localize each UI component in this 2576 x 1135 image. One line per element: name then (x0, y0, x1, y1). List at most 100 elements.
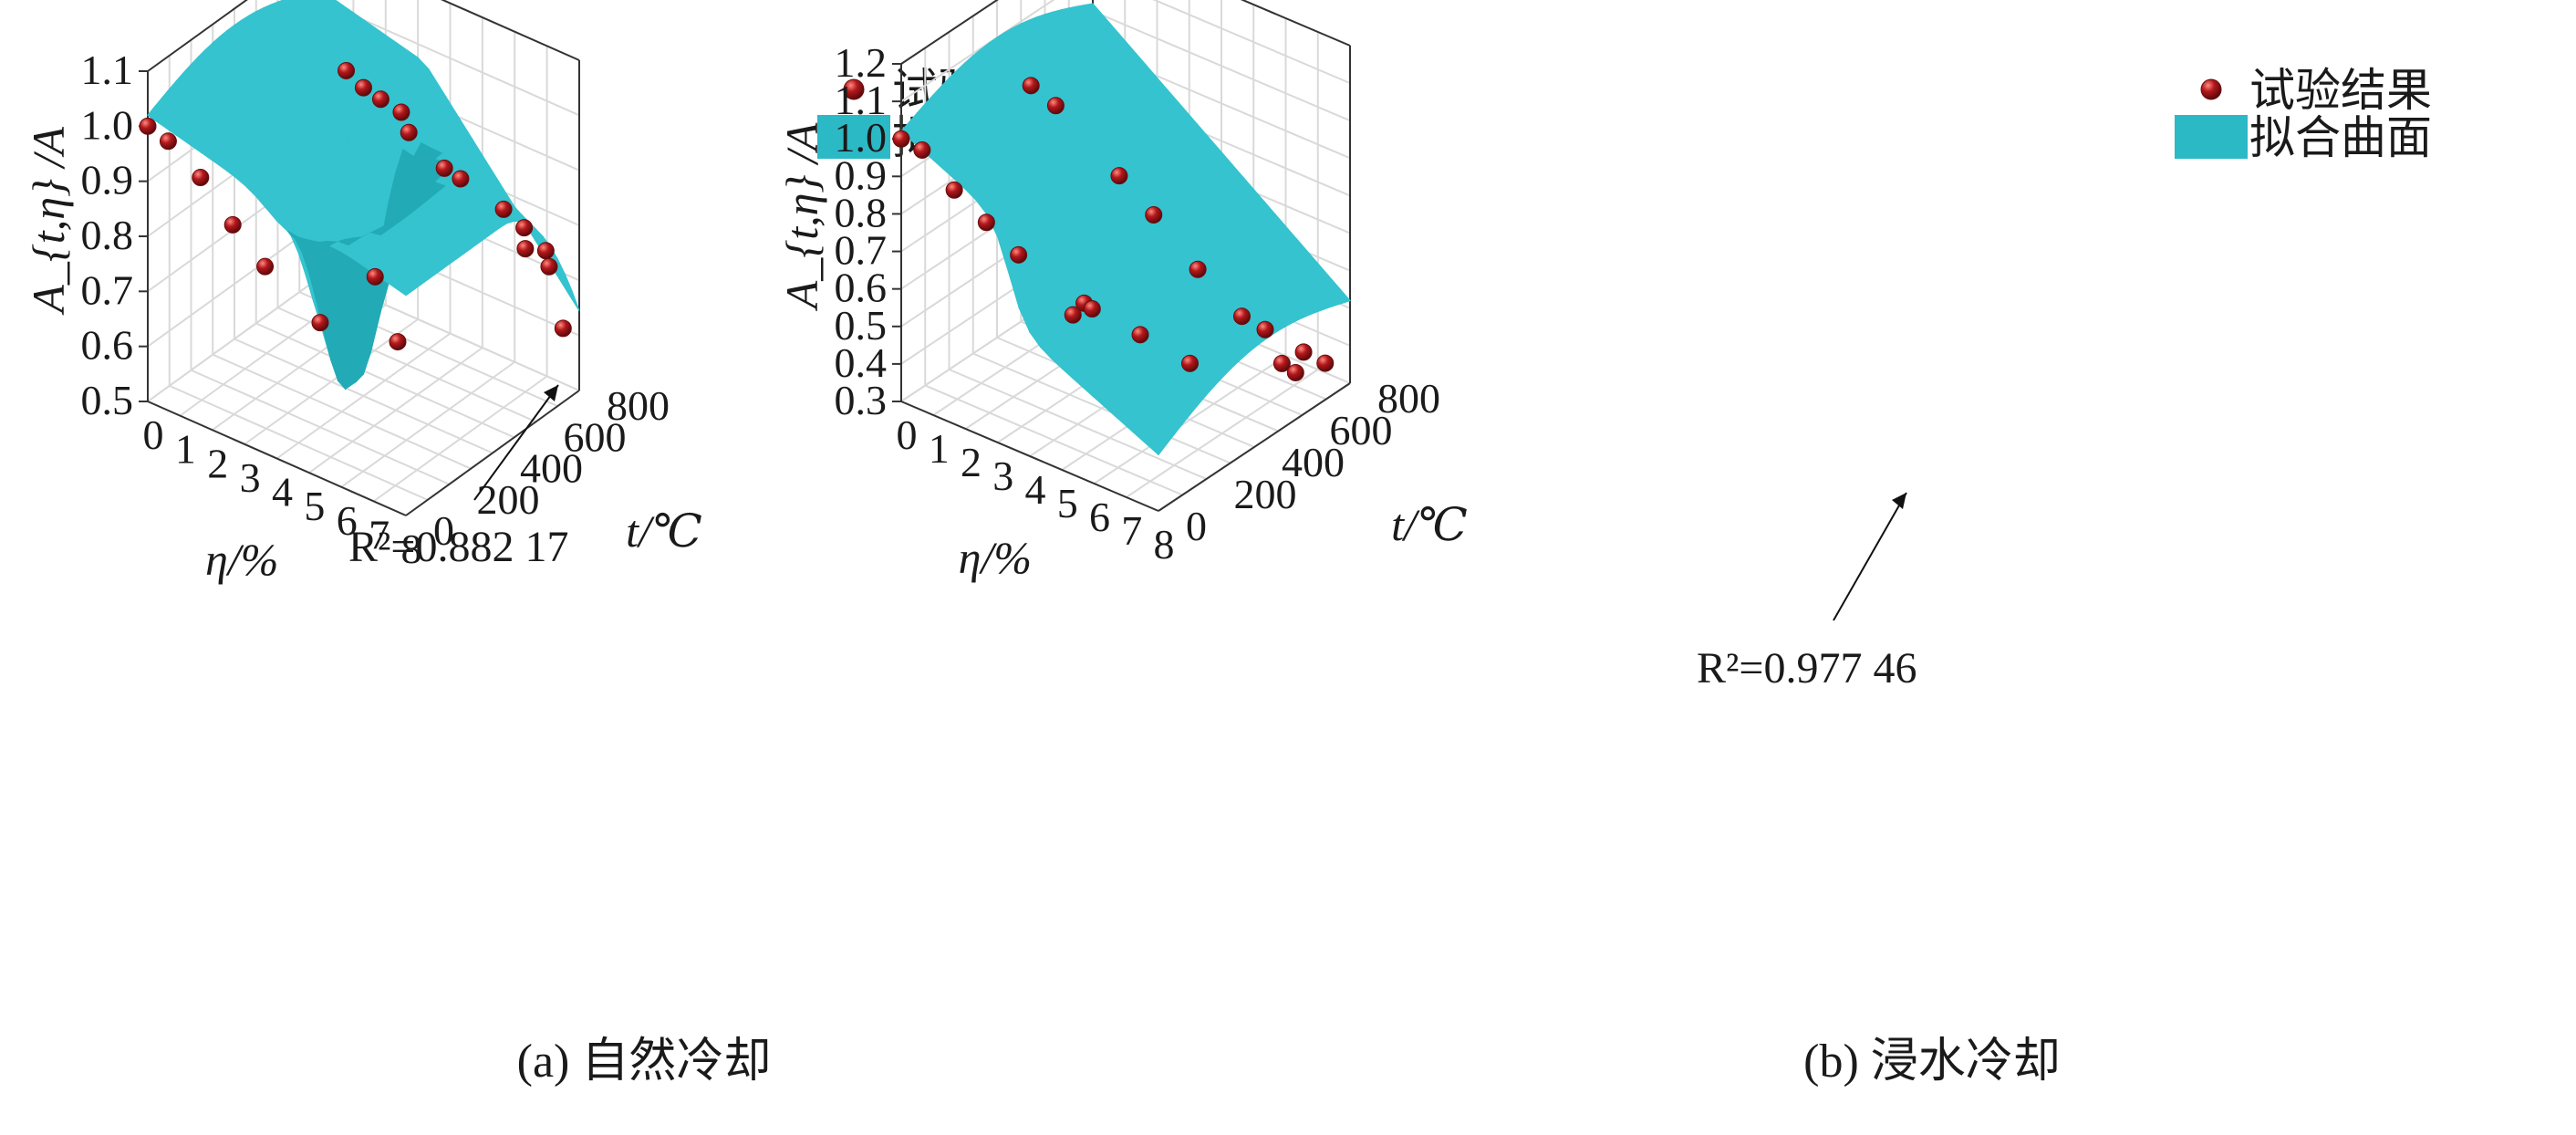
chart-b-data-point (1046, 97, 1065, 115)
chart-b-data-point (892, 130, 910, 148)
chart-b-t-tick-label: 0 (1186, 503, 1207, 549)
chart-b-z-tick-label: 1.1 (835, 77, 888, 123)
chart-b-eta-tick-label: 0 (897, 411, 918, 458)
chart-b-data-point (1256, 320, 1274, 338)
chart-b-data-point (1022, 77, 1040, 95)
chart-a-eta-tick-label: 1 (175, 426, 196, 473)
chart-b-eta-tick-label: 1 (929, 425, 950, 472)
chart-a-eta-tick-label: 0 (143, 411, 164, 458)
chart-a-eta-tick-label: 6 (337, 497, 358, 544)
chart-a-data-point (338, 61, 356, 79)
chart-b-z-tick-label: 0.9 (835, 151, 888, 198)
chart-a-data-point (366, 267, 384, 286)
chart-b-eta-tick-label: 2 (961, 439, 982, 485)
chart-a-data-point (355, 78, 372, 97)
chart-b-y-axis-label: A_{t,η} /A (776, 122, 827, 311)
chart-b-z-tick-label: 0.6 (835, 265, 888, 311)
chart-b-data-point (1083, 300, 1101, 318)
chart-a-legend-surface-swatch (817, 115, 890, 159)
chart-a-annotation-text: R²=0.882 17 (348, 523, 568, 571)
chart-b-legend-points-label: 试验结果 (2249, 64, 2432, 117)
chart-b-data-point (1181, 354, 1199, 372)
chart-b-axis-line (900, 0, 999, 65)
chart-a-z-tick-label: 0.8 (81, 212, 134, 258)
chart-b-legend-point-swatch (2200, 78, 2222, 100)
chart-b-data-point (1145, 206, 1163, 224)
chart-a-data-point (515, 219, 534, 237)
chart-b-annotation-arrowhead (1892, 493, 1906, 509)
chart-b-data-point (1064, 306, 1082, 324)
chart-a-data-point (516, 240, 535, 258)
chart-a-grid-line (308, 347, 483, 474)
chart-b-grid-line (1093, 355, 1287, 484)
chart-b-data-point (1272, 354, 1291, 372)
chart-a-z-tick-label: 0.5 (81, 377, 134, 423)
chart-b-z-tick-label: 0.3 (835, 377, 888, 423)
chart-a-data-point (494, 200, 513, 218)
chart-b-data-point (1131, 326, 1149, 344)
chart-a-data-point (389, 333, 407, 351)
chart-a-data-point (159, 132, 177, 151)
chart-a-eta-tick-label: 5 (304, 483, 325, 529)
chart-b-axis-line (900, 401, 1159, 512)
chart-b-t-tick-label: 600 (1330, 407, 1393, 453)
chart-a-data-point (554, 319, 572, 338)
chart-a-axis-line (441, 0, 580, 61)
chart-a-t-tick-label: 0 (433, 507, 454, 554)
chart-a-z-tick-label: 0.9 (81, 157, 134, 203)
chart-a-axes: 0.50.60.70.80.91.01.10 1 2 3 4 5 6 7 8 0200400600… (23, 0, 702, 585)
chart-b-axis-line (1240, 0, 1351, 47)
chart-b-data-point (1189, 260, 1207, 278)
chart-a-data-point (435, 159, 453, 177)
chart-b-t-tick-label: 400 (1282, 439, 1345, 485)
chart-b-legend-surface-label: 拟合曲面 (2249, 111, 2432, 164)
chart-a-grid-line (244, 318, 419, 445)
chart-b-z-tick-label: 0.8 (835, 189, 888, 235)
chart-b-annotation-text: R²=0.977 46 (1697, 644, 1916, 692)
chart-a-data-point (256, 257, 275, 276)
chart-b-data-point (977, 213, 995, 232)
chart-a-y-axis-label: A_{t,η} /A (23, 127, 74, 316)
chart-a-data-point (311, 314, 329, 332)
chart-b-caption: (b) 浸水冷却 (1803, 1036, 2061, 1088)
chart-a-eta-tick-label: 2 (207, 440, 228, 486)
chart-a-t-tick-label: 400 (520, 445, 583, 492)
chart-a-eta-tick-label: 7 (369, 511, 390, 557)
chart-a-axis-line (147, 401, 407, 516)
chart-b-fit-surface (900, 3, 1352, 456)
chart-b-grid-line (900, 0, 1351, 102)
chart-b-eta-tick-label: 6 (1089, 494, 1110, 540)
chart-a-eta-tick-label: 3 (240, 454, 261, 501)
chart-b-z-tick-label: 1.0 (835, 114, 888, 161)
chart-b-data-point (1294, 343, 1313, 361)
chart-b-x-axis-label: η/% (959, 532, 1032, 583)
chart-a-data-point (139, 117, 157, 135)
chart-a-svg: 0.50.60.70.80.91.01.10 1 2 3 4 5 6 7 8 0200400600… (23, 0, 1075, 585)
chart-a-z-tick-label: 0.6 (81, 322, 134, 369)
chart-a-data-point (223, 215, 242, 234)
chart-b-z-tick-label: 0.5 (835, 302, 888, 349)
chart-a-data-point (536, 242, 555, 260)
chart-b-t-tick-label: 200 (1234, 471, 1297, 517)
chart-b-svg: 0.30.40.50.60.70.80.91.01.11.20 1 2 3 4 5 6 7 8 0… (776, 0, 2432, 692)
chart-b-surface-patch (1147, 433, 1168, 456)
chart-panel-b: 0.3 0.4 0.5 0.6 0.7 0.8 0.9 1.0 1.1 1.2 0 1 2 3 4 5 6 7 8 0… (776, 0, 2576, 1135)
chart-a-z-tick-label: 1.1 (81, 47, 134, 93)
chart-b-axes: 0.30.40.50.60.70.80.91.01.11.20 1 2 3 4 5 6 7 8 0… (776, 0, 1468, 583)
chart-a-data-points (139, 61, 572, 351)
chart-b-data-point (1316, 354, 1335, 372)
chart-a-annotation-arrow (473, 384, 559, 501)
chart-a-eta-tick-label: 8 (401, 526, 422, 572)
chart-b-data-point (1110, 167, 1128, 185)
chart-a-grid-line (340, 360, 515, 488)
chart-a-data-point (452, 170, 470, 188)
chart-b-annotation-arrow (1833, 492, 1907, 621)
chart-b-eta-tick-label: 8 (1154, 521, 1175, 568)
chart-a-x-axis-label: η/% (205, 534, 278, 585)
chart-b-data-point (1286, 363, 1304, 381)
chart-a-axis-line (405, 390, 580, 516)
chart-a-annotation-arrowhead (544, 385, 558, 401)
chart-b-z-tick-label: 0.4 (835, 339, 888, 386)
chart-a-grid-line (147, 276, 322, 402)
